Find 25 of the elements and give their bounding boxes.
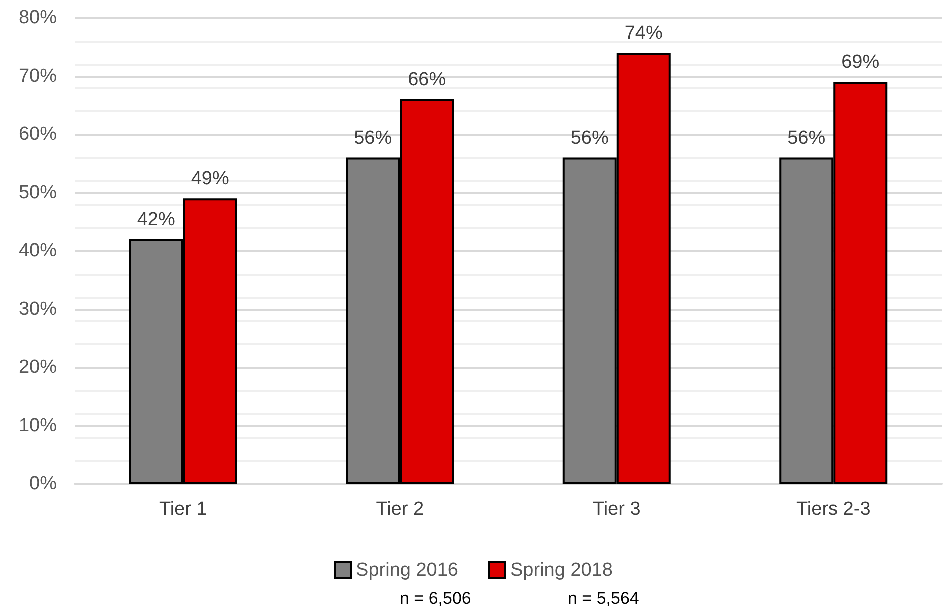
y-tick-label: 60% [18, 124, 58, 145]
x-tick-label: Tier 1 [159, 499, 208, 520]
x-tick-label: Tiers 2-3 [796, 499, 871, 520]
data-label: 56% [570, 128, 609, 149]
data-label: 66% [408, 70, 446, 91]
y-tick-label: 0% [30, 474, 58, 494]
data-label: 69% [842, 52, 880, 74]
legend-label: Spring 2018 [510, 560, 613, 581]
data-label: 56% [354, 128, 392, 149]
legend-label: Spring 2016 [356, 560, 458, 581]
y-tick-label: 30% [18, 298, 58, 320]
data-label: 56% [788, 128, 826, 149]
data-label: 74% [624, 22, 663, 44]
text: n = 6,506 [400, 589, 472, 608]
data-label: 49% [191, 168, 230, 190]
y-tick-label: 20% [18, 357, 58, 378]
data-label: 42% [137, 209, 176, 230]
text: n = 5,564 [568, 589, 640, 608]
y-tick-label: 70% [18, 66, 58, 87]
x-tick-label: Tier 3 [592, 499, 641, 520]
y-tick-label: 40% [18, 240, 58, 262]
y-tick-label: 50% [18, 182, 58, 204]
x-tick-label: Tier 2 [376, 499, 424, 520]
y-tick-label: 10% [18, 415, 58, 436]
y-tick-label: 80% [18, 8, 58, 28]
